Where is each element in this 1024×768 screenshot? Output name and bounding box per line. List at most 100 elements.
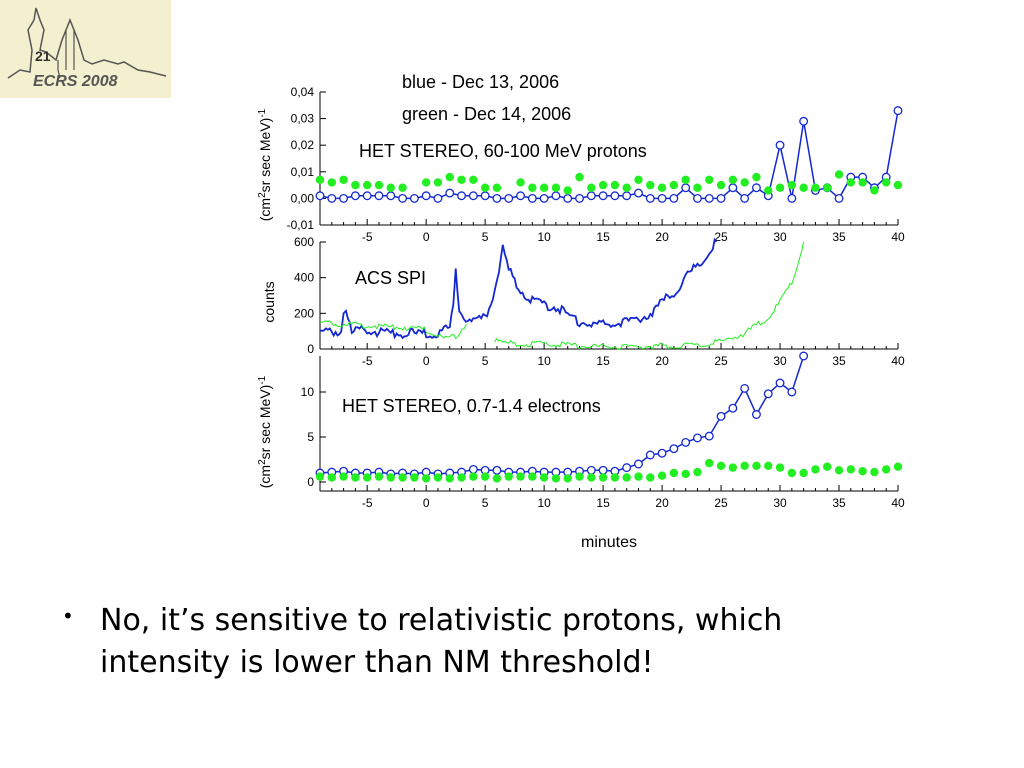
- x-tick-label: 10: [537, 354, 551, 368]
- data-point-green: [457, 473, 466, 482]
- data-point-green: [775, 463, 785, 472]
- data-point-blue: [445, 188, 455, 198]
- x-tick-label: 5: [482, 354, 489, 368]
- data-point-blue: [598, 465, 608, 475]
- x-tick-label: 0: [423, 230, 430, 244]
- data-point-blue: [315, 191, 325, 201]
- x-tick-label: 15: [596, 354, 610, 368]
- data-point-green: [716, 180, 726, 190]
- y-tick-label: -0,01: [287, 218, 315, 232]
- data-point-green: [752, 172, 761, 182]
- y-axis-label: counts: [261, 281, 277, 322]
- data-point-blue: [716, 193, 726, 203]
- data-point-green: [539, 183, 549, 192]
- data-point-blue: [740, 383, 750, 393]
- data-point-green: [433, 178, 443, 187]
- data-point-green: [811, 465, 820, 474]
- data-point-green: [587, 473, 596, 482]
- x-tick-label: -5: [362, 496, 373, 510]
- data-point-blue: [751, 410, 761, 419]
- data-point-blue: [763, 389, 773, 399]
- y-axis-label: (cm2sr sec MeV)-1: [257, 375, 273, 488]
- data-point-green: [339, 472, 348, 481]
- data-point-green: [563, 474, 572, 483]
- data-point-blue: [693, 433, 702, 443]
- data-point-green: [799, 468, 808, 478]
- data-point-green: [575, 172, 584, 182]
- data-point-blue: [775, 140, 785, 150]
- data-point-blue: [657, 448, 667, 458]
- data-point-green: [315, 472, 325, 481]
- y-tick-label: 0,04: [291, 85, 315, 99]
- data-point-green: [775, 183, 785, 192]
- data-point-green: [846, 178, 856, 187]
- data-point-green: [646, 180, 655, 190]
- ecrs-logo: 21 ECRS 2008: [0, 0, 171, 98]
- data-point-blue: [669, 444, 679, 454]
- data-point-green: [610, 180, 620, 190]
- chart-title-acs: ACS SPI: [355, 268, 426, 288]
- data-point-green: [516, 472, 525, 481]
- x-tick-label: 0: [423, 496, 430, 510]
- bullet-text: No, it’s sensitive to relativistic proto…: [100, 603, 783, 680]
- y-axis-label: (cm2sr sec MeV)-1: [257, 108, 273, 221]
- data-point-blue: [704, 193, 714, 203]
- data-point-blue: [622, 191, 632, 201]
- data-point-blue: [834, 193, 844, 203]
- data-point-green: [457, 175, 466, 184]
- y-tick-label: 0,01: [291, 165, 315, 179]
- data-point-green: [657, 183, 667, 192]
- data-point-blue: [339, 193, 349, 203]
- data-point-green: [728, 175, 738, 184]
- chart-title-electrons: HET STEREO, 0.7-1.4 electrons: [342, 396, 601, 416]
- data-point-blue: [374, 191, 384, 201]
- x-tick-label: 30: [773, 230, 787, 244]
- data-point-green: [705, 175, 714, 184]
- cathedral-icon: [7, 7, 167, 79]
- data-point-green: [693, 183, 702, 192]
- data-point-green: [799, 183, 808, 192]
- data-point-green: [551, 183, 561, 192]
- x-tick-label: -5: [362, 230, 373, 244]
- x-tick-label: 35: [832, 354, 846, 368]
- data-point-green: [787, 180, 797, 190]
- data-point-green: [587, 183, 596, 192]
- data-point-green: [728, 463, 738, 472]
- data-point-green: [634, 472, 643, 481]
- data-point-green: [669, 180, 679, 190]
- x-axis-label: minutes: [581, 534, 637, 551]
- x-tick-label: 15: [596, 496, 610, 510]
- x-tick-label: 20: [655, 230, 669, 244]
- data-point-green: [528, 183, 537, 192]
- chart-title-protons: HET STEREO, 60-100 MeV protons: [359, 141, 647, 161]
- data-point-blue: [350, 191, 360, 201]
- data-point-green: [386, 183, 395, 192]
- data-point-green: [764, 461, 773, 470]
- data-point-green: [421, 178, 431, 187]
- data-point-green: [693, 467, 702, 477]
- data-point-blue: [693, 193, 702, 203]
- data-point-green: [823, 462, 832, 471]
- data-point-blue: [704, 431, 714, 441]
- data-point-blue: [681, 183, 691, 193]
- data-point-blue: [622, 463, 632, 473]
- data-point-green: [563, 186, 572, 195]
- data-point-green: [858, 467, 867, 476]
- data-point-green: [657, 471, 667, 480]
- x-tick-label: 10: [537, 230, 551, 244]
- data-point-blue: [586, 465, 596, 475]
- data-point-green: [516, 178, 525, 187]
- data-point-green: [882, 178, 891, 187]
- data-point-green: [351, 180, 360, 190]
- data-point-blue: [645, 450, 655, 460]
- data-point-blue: [787, 387, 797, 397]
- data-point-green: [893, 180, 903, 190]
- data-point-green: [374, 180, 384, 190]
- data-point-green: [398, 183, 407, 192]
- data-point-green: [752, 461, 761, 470]
- y-tick-label: 0,02: [291, 138, 315, 152]
- y-tick-label: 400: [294, 271, 314, 285]
- data-point-blue: [362, 191, 372, 201]
- data-point-green: [870, 186, 879, 195]
- legend-blue: blue - Dec 13, 2006: [402, 72, 559, 92]
